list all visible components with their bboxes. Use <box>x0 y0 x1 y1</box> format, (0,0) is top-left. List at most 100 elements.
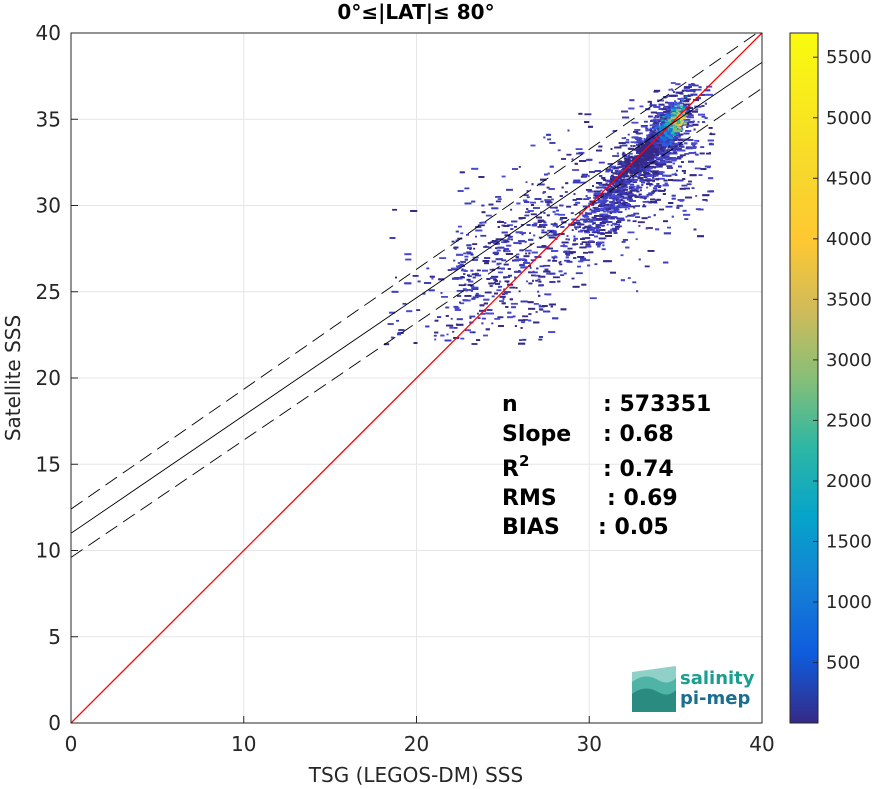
density-cell <box>694 105 702 108</box>
density-cell <box>640 147 644 150</box>
density-cell <box>601 229 606 231</box>
density-cell <box>627 214 635 217</box>
density-cell <box>651 154 655 157</box>
density-cell <box>632 176 635 179</box>
density-cell <box>566 260 573 263</box>
density-cell <box>609 181 613 184</box>
density-cell <box>396 319 399 322</box>
density-cell <box>561 158 566 160</box>
density-cell <box>598 237 605 240</box>
density-cell <box>509 286 516 289</box>
density-cell <box>648 192 655 195</box>
density-cell <box>429 275 435 278</box>
density-cell <box>682 209 687 212</box>
density-cell <box>575 219 580 222</box>
density-cell <box>635 158 639 161</box>
density-cell <box>601 201 607 203</box>
density-cell <box>633 212 640 215</box>
density-cell <box>515 256 519 259</box>
density-cell <box>491 240 497 242</box>
density-cell <box>658 108 662 110</box>
density-cell <box>685 98 691 101</box>
density-cell <box>623 179 629 181</box>
density-cell <box>673 148 675 151</box>
density-cell <box>660 151 667 153</box>
density-cell <box>585 195 588 197</box>
density-cell <box>666 118 670 121</box>
density-cell <box>685 196 692 199</box>
density-cell <box>548 188 555 190</box>
density-cell <box>491 295 495 298</box>
density-cell <box>549 281 556 283</box>
density-cell <box>522 338 527 341</box>
density-cell <box>655 185 662 187</box>
density-cell <box>611 216 618 219</box>
density-cell <box>683 87 690 90</box>
density-cell <box>639 174 646 176</box>
density-cell <box>698 174 703 176</box>
density-cell <box>681 89 688 92</box>
density-cell <box>452 330 455 333</box>
density-cell <box>457 295 462 297</box>
density-cell <box>629 159 633 162</box>
density-cell <box>671 108 674 111</box>
density-cell <box>673 91 675 93</box>
density-cell <box>536 216 542 219</box>
density-cell <box>453 259 456 262</box>
density-cell <box>622 199 625 202</box>
density-cell <box>688 160 694 163</box>
density-cell <box>541 224 543 226</box>
density-cell <box>677 122 680 124</box>
density-cell <box>663 105 666 108</box>
density-cell <box>523 319 529 321</box>
density-cell <box>463 299 471 302</box>
density-cell <box>650 133 654 136</box>
density-cell <box>654 149 657 152</box>
density-cell <box>708 152 711 155</box>
density-cell <box>458 284 466 287</box>
density-cell <box>596 149 602 152</box>
density-cell <box>514 270 522 273</box>
density-cell <box>659 116 665 119</box>
density-cell <box>638 156 642 159</box>
density-cell <box>636 168 640 171</box>
density-cell <box>650 170 654 173</box>
density-cell <box>612 197 620 200</box>
density-cell <box>688 180 692 183</box>
density-cell <box>440 292 443 294</box>
density-cell <box>537 290 540 293</box>
density-cell <box>679 92 684 95</box>
density-cell <box>653 121 658 124</box>
density-cell <box>622 164 630 167</box>
density-cell <box>547 229 555 232</box>
density-cell <box>575 272 583 275</box>
density-cell <box>683 97 687 99</box>
density-cell <box>677 149 685 152</box>
density-cell <box>531 251 538 254</box>
density-cell <box>646 180 650 183</box>
density-cell <box>620 185 625 188</box>
density-cell <box>684 112 692 115</box>
density-cell <box>658 103 665 106</box>
density-cell <box>639 160 643 163</box>
density-cell <box>637 172 642 175</box>
density-cell <box>559 218 563 221</box>
density-cell <box>651 142 655 145</box>
density-cell <box>644 163 648 166</box>
density-cell <box>528 252 531 255</box>
density-cell <box>676 119 680 122</box>
density-cell <box>632 156 636 159</box>
density-cell <box>673 145 678 147</box>
density-cell <box>585 212 592 215</box>
density-cell <box>662 184 669 187</box>
density-cell <box>641 143 645 146</box>
density-cell <box>512 168 518 170</box>
density-cell <box>628 185 636 188</box>
density-cell <box>708 127 713 129</box>
density-cell <box>675 91 683 94</box>
density-cell <box>541 229 545 232</box>
density-cell <box>589 297 597 300</box>
density-cell <box>663 151 671 154</box>
density-cell <box>643 168 648 171</box>
density-cell <box>643 120 648 123</box>
